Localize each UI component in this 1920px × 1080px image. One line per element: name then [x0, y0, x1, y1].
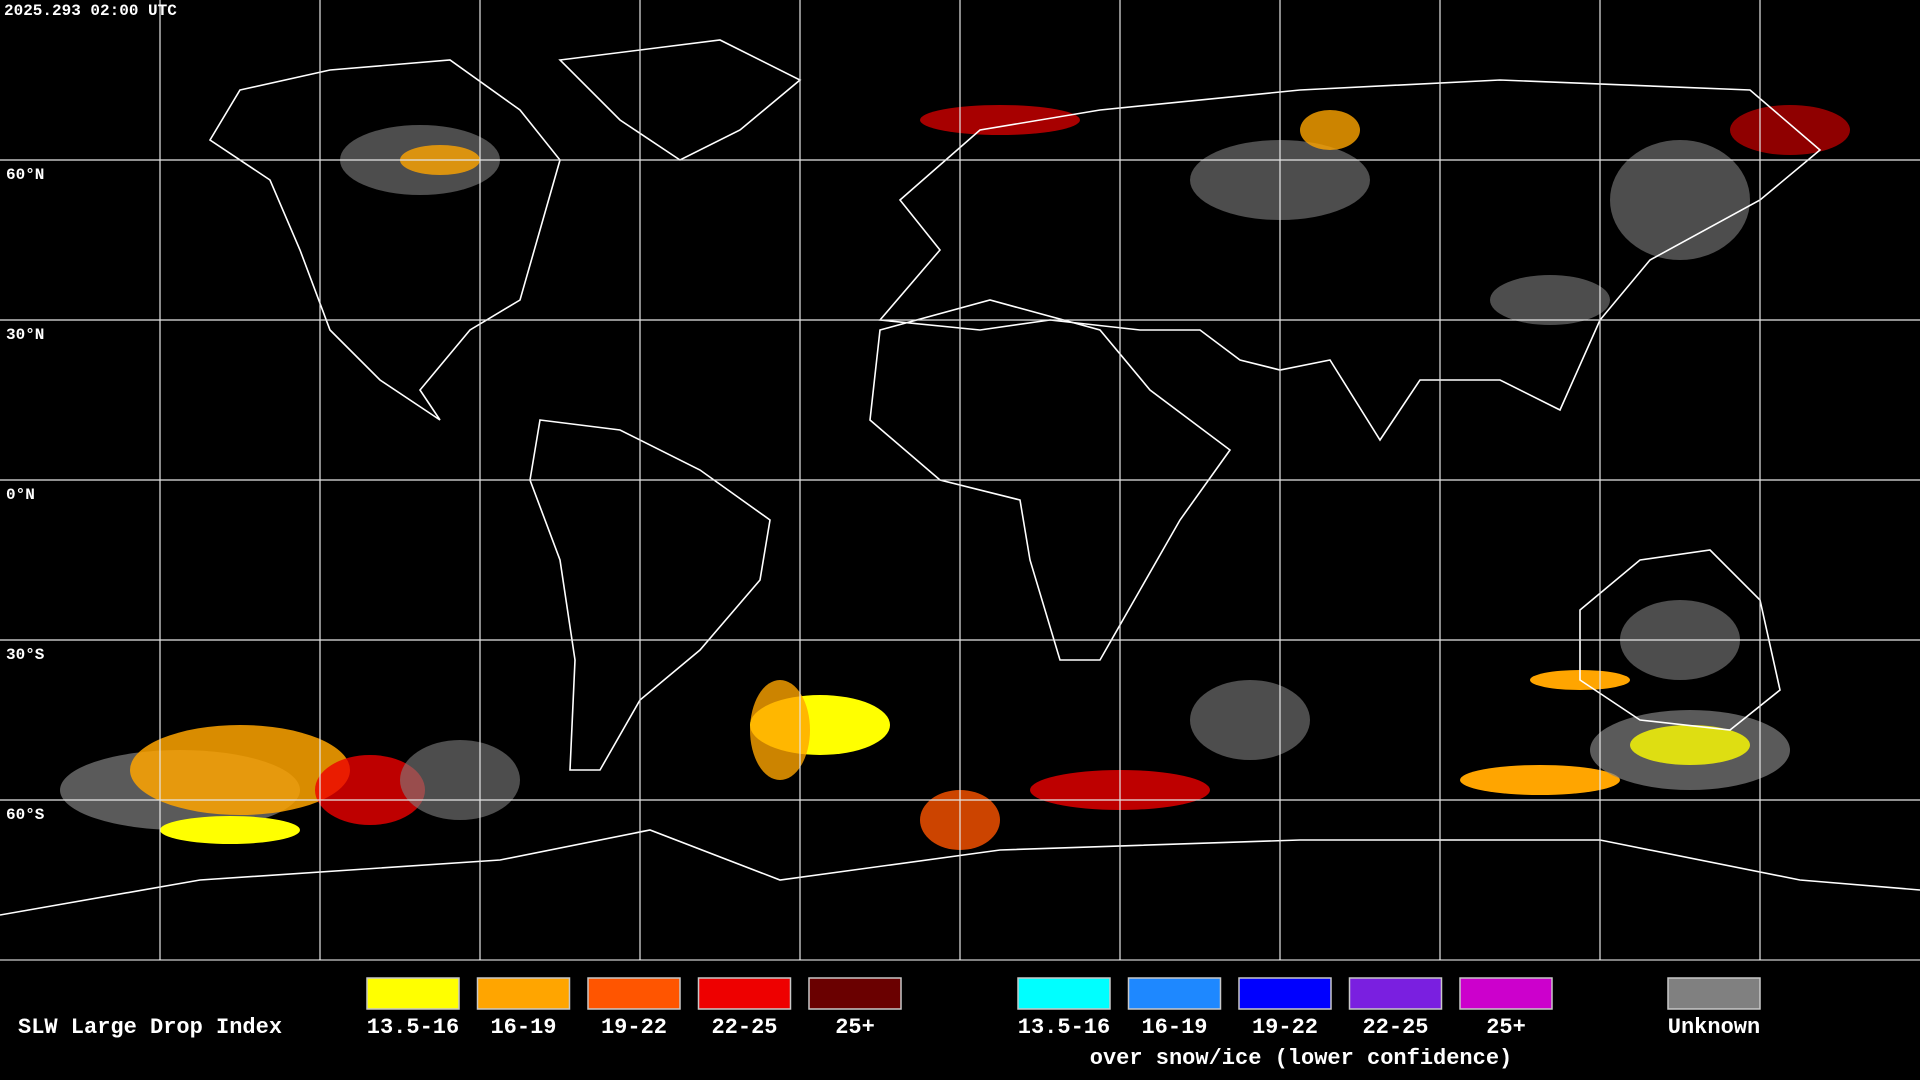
legend-swatch	[1017, 977, 1111, 1010]
coastline	[208, 59, 561, 421]
legend-label: 16-19	[490, 1015, 556, 1040]
legend-label: 22-25	[1362, 1015, 1428, 1040]
coastlines	[0, 39, 1920, 916]
legend-swatch	[476, 977, 571, 1010]
coastline	[0, 829, 1920, 916]
legend-swatch	[366, 977, 460, 1010]
legend-swatch	[1667, 977, 1761, 1010]
latitude-label: 30°S	[6, 646, 45, 664]
patch	[1300, 110, 1360, 150]
patch	[130, 725, 350, 815]
legend-swatch	[1348, 977, 1443, 1010]
patch	[1490, 275, 1610, 325]
legend: 13.5-16 16-19 19-22 22-25 25+ 13.5-16 16-19 19-…	[366, 977, 1761, 1071]
legend-label: 19-22	[601, 1015, 667, 1040]
latitude-label: 30°N	[6, 326, 44, 344]
timestamp: 2025.293 02:00 UTC	[4, 2, 177, 20]
latitude-label: 60°S	[6, 806, 45, 824]
legend-swatch	[587, 977, 681, 1010]
legend-title: SLW Large Drop Index	[18, 1015, 282, 1040]
patch	[1190, 680, 1310, 760]
legend-label: 25+	[835, 1015, 875, 1040]
legend-swatch	[808, 977, 902, 1010]
patch	[1630, 725, 1750, 765]
patch	[160, 816, 300, 844]
legend-label: 16-19	[1141, 1015, 1207, 1040]
legend-label: 25+	[1486, 1015, 1526, 1040]
legend-swatch	[697, 977, 792, 1010]
patch	[315, 755, 425, 825]
legend-label: 13.5-16	[367, 1015, 459, 1040]
legend-note: over snow/ice (lower confidence)	[1090, 1046, 1512, 1071]
patch	[1610, 140, 1750, 260]
latitude-label: 60°N	[6, 166, 44, 184]
legend-swatch	[1459, 977, 1553, 1010]
patch	[1730, 105, 1850, 155]
coastline	[878, 79, 1822, 442]
coastline	[558, 39, 802, 161]
legend-label: Unknown	[1668, 1015, 1760, 1040]
patch	[400, 740, 520, 820]
legend-label: 19-22	[1252, 1015, 1318, 1040]
legend-swatch	[1127, 977, 1222, 1010]
legend-label: 22-25	[711, 1015, 777, 1040]
patch	[1460, 765, 1620, 795]
patch	[920, 105, 1080, 135]
legend-swatch	[1238, 977, 1332, 1010]
graticule: 60°N 30°N 0°N 30°S 60°S	[0, 0, 1920, 960]
latitude-label: 0°N	[6, 486, 35, 504]
legend-label: 13.5-16	[1018, 1015, 1110, 1040]
patch	[750, 680, 810, 780]
